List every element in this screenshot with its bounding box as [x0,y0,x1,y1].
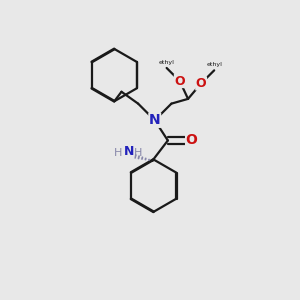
Text: O: O [196,77,206,90]
Text: N: N [123,146,134,158]
Text: O: O [186,134,197,148]
Text: ethyl: ethyl [206,62,222,68]
Text: H: H [114,148,122,158]
Text: O: O [174,74,185,88]
Text: H: H [134,148,142,158]
Text: N: N [149,113,161,127]
Text: ethyl: ethyl [159,60,175,65]
